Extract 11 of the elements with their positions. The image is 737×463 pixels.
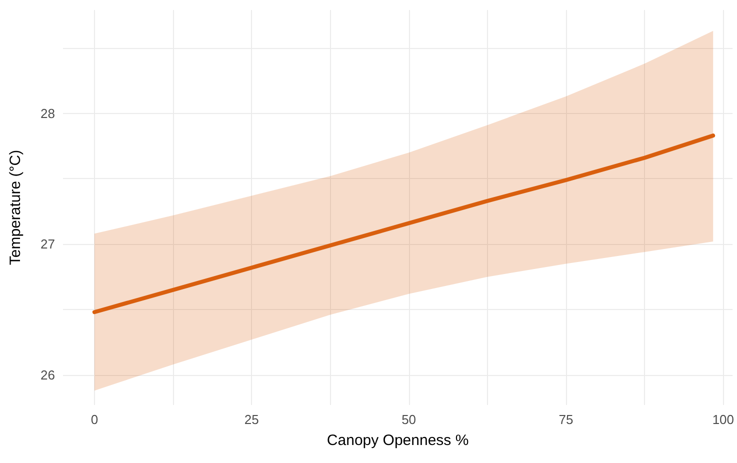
- y-tick-label: 27: [40, 236, 55, 252]
- line-series: [92, 134, 716, 314]
- x-tick-label: 100: [712, 412, 734, 427]
- x-tick-label: 0: [90, 412, 98, 427]
- y-axis-title: Temperature (°C): [7, 150, 24, 266]
- x-tick-label: 25: [244, 412, 259, 427]
- x-tick-label: 50: [402, 412, 416, 427]
- x-axis-title: Canopy Openness %: [326, 432, 469, 449]
- y-tick-label: 28: [40, 106, 55, 121]
- y-tick-label: 26: [40, 367, 55, 382]
- x-tick-label: 75: [558, 412, 574, 427]
